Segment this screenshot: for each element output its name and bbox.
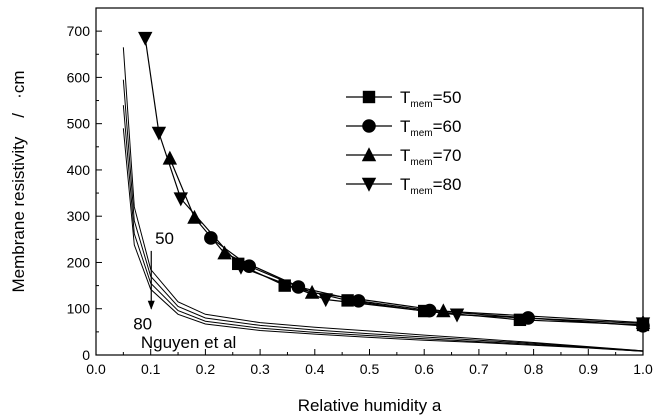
data-point [217, 245, 232, 260]
data-point [351, 294, 366, 308]
x-tick-label: 0.4 [305, 361, 325, 377]
annotation-arrow-head [147, 300, 155, 310]
annotation-label: 50 [155, 229, 174, 248]
y-tick-label: 500 [67, 116, 91, 132]
data-point [422, 303, 437, 318]
series-line-7 [122, 105, 643, 352]
x-tick-label: 0.9 [579, 361, 599, 377]
data-point [291, 280, 306, 294]
data-point [151, 126, 167, 141]
legend-marker [361, 177, 377, 192]
data-point [304, 284, 320, 299]
y-tick-label: 600 [67, 69, 91, 85]
annotation-label: Nguyen et al [141, 333, 236, 352]
legend-item: Tmem=70 [346, 146, 461, 168]
data-point [162, 150, 178, 165]
y-tick-label: 400 [67, 162, 91, 178]
series-line-4 [144, 37, 643, 325]
x-axis-title: Relative humidity a [298, 396, 442, 415]
x-tick-label: 0.0 [86, 361, 106, 377]
legend-label: Tmem=60 [400, 117, 461, 139]
legend-label: Tmem=70 [400, 146, 461, 168]
series-line-3 [169, 158, 643, 324]
legend-marker [361, 147, 377, 162]
legend-item: Tmem=60 [346, 117, 461, 139]
legend-item: Tmem=80 [346, 175, 461, 197]
y-tick-label: 0 [82, 347, 90, 363]
y-tick-label: 700 [67, 23, 91, 39]
legend-marker [362, 90, 376, 104]
x-tick-label: 0.2 [196, 361, 216, 377]
x-tick-label: 0.6 [414, 361, 434, 377]
x-tick-label: 0.5 [360, 361, 380, 377]
data-point [521, 311, 535, 325]
annotation-label: 80 [133, 315, 152, 334]
legend-item: Tmem=50 [346, 88, 461, 110]
data-point [187, 209, 202, 224]
marker-group [138, 31, 651, 333]
data-point [138, 31, 153, 46]
data-point [635, 317, 651, 332]
data-point [318, 293, 333, 308]
data-point [449, 308, 465, 323]
data-point [436, 303, 451, 318]
legend: Tmem=50 Tmem=60 Tmem=70 Tmem=80 [346, 88, 461, 197]
series-line-1 [237, 263, 643, 326]
data-point [204, 231, 218, 245]
x-tick-label: 0.3 [250, 361, 270, 377]
x-tick-label: 0.1 [141, 361, 161, 377]
x-tick-label: 0.7 [469, 361, 489, 377]
y-tick-label: 200 [67, 254, 91, 270]
data-point [341, 294, 354, 307]
legend-marker [362, 119, 376, 133]
data-point [173, 192, 188, 207]
axes: 0.0 0.1 0.2 0.3 0.4 0.5 0.6 0.7 0.8 0.9 1.0 0 100 200… [67, 7, 653, 377]
y-axis-title: Membrane resistivity / ·cm [9, 71, 28, 293]
series-line-6 [122, 79, 643, 352]
data-point [233, 260, 249, 275]
legend-label: Tmem=50 [400, 88, 461, 110]
x-tick-label: 1.0 [633, 361, 653, 377]
x-tick-label: 0.8 [524, 361, 544, 377]
series-group [122, 37, 643, 352]
y-tick-label: 100 [67, 301, 91, 317]
y-tick-label: 300 [67, 208, 91, 224]
legend-label: Tmem=80 [400, 175, 461, 197]
data-point [278, 279, 291, 292]
